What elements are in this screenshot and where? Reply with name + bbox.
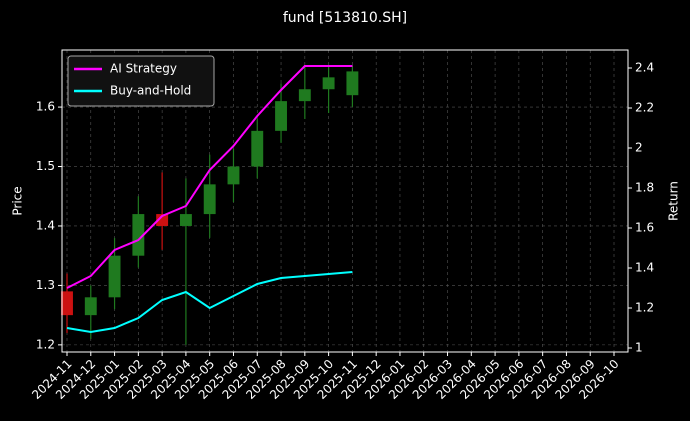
candle-body [275, 101, 287, 131]
legend-label: AI Strategy [110, 62, 177, 76]
legend-label: Buy-and-Hold [110, 84, 191, 98]
y2-tick-label: 1.6 [635, 221, 654, 235]
y2-tick-label: 1.4 [635, 261, 654, 275]
chart-title: fund [513810.SH] [283, 10, 407, 26]
candle-body [251, 130, 264, 167]
y-tick-label: 1.2 [36, 337, 55, 351]
y-tick-label: 1.5 [36, 159, 55, 173]
candle-body [346, 71, 359, 96]
candle-body [132, 214, 145, 256]
candle-body [84, 297, 97, 316]
candle-body [108, 255, 121, 298]
candle-body [227, 166, 240, 185]
y2-tick-label: 1.8 [635, 181, 654, 195]
candle-body [61, 291, 73, 316]
line-series [66, 65, 353, 289]
plot-frame [61, 49, 629, 353]
candle-body [179, 214, 192, 226]
candle-body [322, 77, 335, 90]
candle-body [203, 184, 216, 215]
y2-axis-label: Return [667, 181, 681, 221]
y2-tick-label: 2.4 [635, 61, 654, 75]
y-tick-label: 1.4 [36, 218, 55, 232]
line-series [66, 271, 353, 334]
y2-tick-label: 2.2 [635, 101, 654, 115]
candle-body [156, 214, 169, 226]
y2-tick-label: 1 [635, 341, 643, 355]
y-tick-label: 1.3 [36, 278, 55, 292]
candle-body [298, 89, 311, 102]
y-tick-label: 1.6 [36, 100, 55, 114]
y2-tick-label: 1.2 [635, 301, 654, 315]
y2-tick-label: 2 [635, 141, 643, 155]
y-axis-label: Price [11, 186, 25, 215]
legend-box [67, 55, 215, 107]
